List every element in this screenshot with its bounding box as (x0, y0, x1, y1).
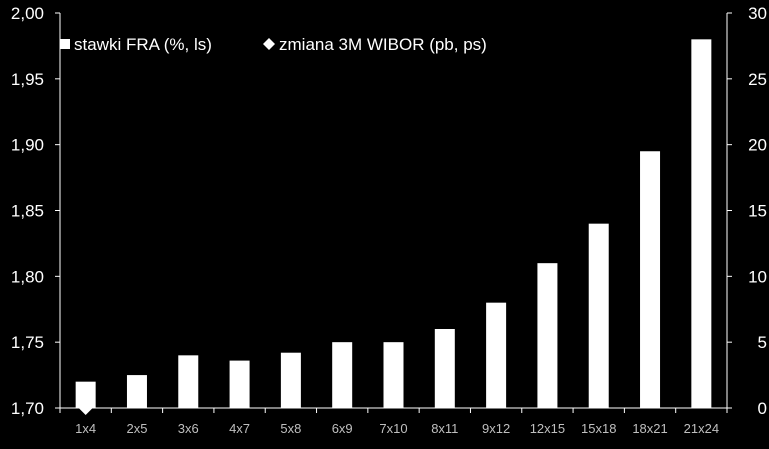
marker-wibor (540, 282, 555, 297)
marker-wibor (129, 394, 144, 409)
marker-wibor (232, 378, 247, 393)
x-tick-label: 6x9 (332, 421, 353, 436)
marker-wibor (591, 243, 606, 257)
marker-wibor (437, 348, 452, 363)
marker-wibor (386, 361, 401, 376)
left-tick-label: 1,90 (11, 136, 44, 155)
marker-wibor (694, 58, 709, 73)
bar-fra (434, 329, 455, 408)
x-tick-label: 18x21 (632, 421, 667, 436)
left-tick-label: 2,00 (11, 4, 44, 23)
right-axis: 0 5 10 15 20 25 30 (726, 4, 767, 418)
right-tick-label: 25 (748, 70, 767, 89)
legend-label-fra: stawki FRA (%, ls) (74, 35, 212, 54)
plot-area (75, 39, 712, 415)
right-tick-label: 10 (748, 267, 767, 286)
x-tick-label: 3x6 (178, 421, 199, 436)
x-tick-label: 4x7 (229, 421, 250, 436)
x-tick-label: 9x12 (482, 421, 510, 436)
right-tick-label: 5 (758, 333, 767, 352)
left-axis: 1,70 1,75 1,80 1,85 1,90 1,95 2,00 (11, 4, 61, 418)
right-tick-label: 30 (748, 4, 767, 23)
right-tick-label: 0 (758, 399, 767, 418)
x-tick-label: 15x18 (581, 421, 616, 436)
left-tick-label: 1,75 (11, 333, 44, 352)
x-tick-label: 5x8 (280, 421, 301, 436)
bar-fra (537, 263, 558, 408)
marker-wibor (489, 322, 504, 336)
x-tick-label: 7x10 (379, 421, 407, 436)
legend-label-wibor: zmiana 3M WIBOR (pb, ps) (279, 35, 487, 54)
x-tick-label: 8x11 (431, 421, 458, 436)
bar-fra (486, 302, 507, 408)
left-tick-label: 1,95 (11, 70, 44, 89)
marker-wibor (283, 372, 298, 387)
x-tick-label: 21x24 (684, 421, 719, 436)
x-tick-label: 2x5 (126, 421, 147, 436)
bar-fra (691, 39, 712, 408)
right-tick-label: 20 (748, 136, 767, 155)
left-tick-label: 1,70 (11, 399, 44, 418)
marker-wibor (335, 361, 350, 376)
bar-fra (640, 151, 661, 408)
bar-fra (75, 381, 96, 408)
left-tick-label: 1,85 (11, 202, 44, 221)
marker-wibor (643, 170, 658, 185)
legend-diamond-swatch (263, 38, 275, 50)
x-tick-label: 12x15 (530, 421, 565, 436)
legend: stawki FRA (%, ls) zmiana 3M WIBOR (pb, … (60, 35, 487, 54)
legend-bar-swatch (60, 39, 70, 49)
x-tick-label: 1x4 (75, 421, 96, 436)
left-tick-label: 1,80 (11, 267, 44, 286)
right-tick-label: 15 (748, 202, 767, 221)
x-axis: 1x4 2x5 3x6 4x7 5x8 6x9 7x10 8x11 9x12 12x15 15x18… (59, 407, 728, 436)
bar-fra (588, 223, 609, 408)
marker-wibor (181, 374, 196, 389)
